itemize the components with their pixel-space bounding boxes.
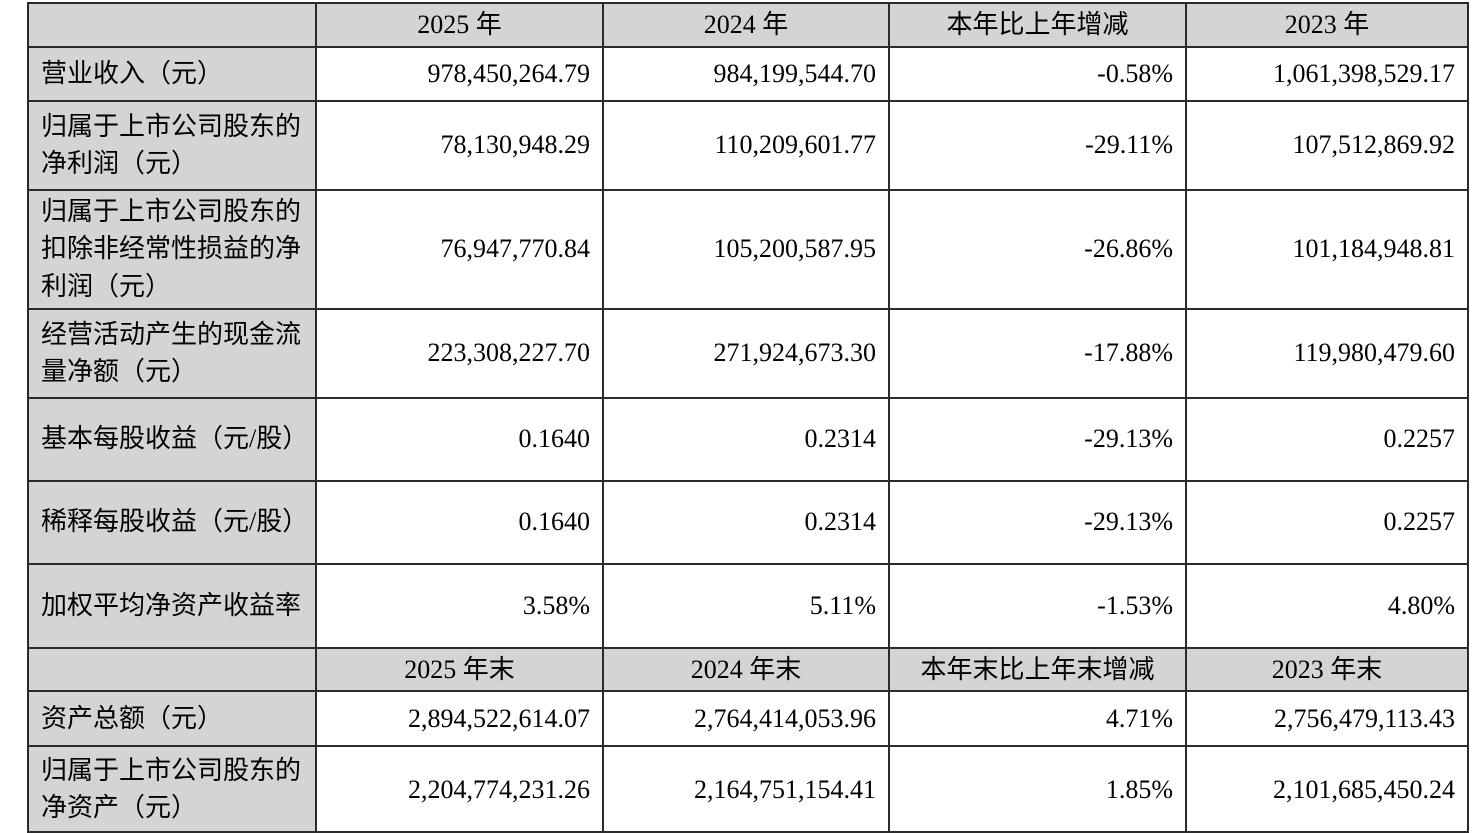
financial-summary-table-container: 2025 年 2024 年 本年比上年增减 2023 年 营业收入（元） 978… <box>27 2 1469 833</box>
subheader-empty-cell <box>27 646 317 693</box>
table-row: 经营活动产生的现金流量净额（元） 223,308,227.70 271,924,… <box>27 307 1469 399</box>
value-2023: 0.2257 <box>1185 479 1469 565</box>
value-2024: 984,199,544.70 <box>602 45 890 102</box>
row-label: 加权平均净资产收益率 <box>27 562 317 649</box>
table-row: 归属于上市公司股东的净资产（元） 2,204,774,231.26 2,164,… <box>27 745 1469 833</box>
value-change: -17.88% <box>888 307 1187 399</box>
value-2024: 2,764,414,053.96 <box>602 690 890 748</box>
value-2023: 107,512,869.92 <box>1185 99 1469 191</box>
value-2023: 119,980,479.60 <box>1185 307 1469 399</box>
value-2023: 4.80% <box>1185 562 1469 649</box>
row-label: 归属于上市公司股东的净利润（元） <box>27 99 317 191</box>
table-row: 归属于上市公司股东的净利润（元） 78,130,948.29 110,209,6… <box>27 99 1469 191</box>
value-2024: 0.2314 <box>602 479 890 565</box>
value-change: 1.85% <box>888 745 1187 833</box>
row-label: 归属于上市公司股东的净资产（元） <box>27 745 317 833</box>
value-change: -29.13% <box>888 479 1187 565</box>
value-2025: 2,204,774,231.26 <box>315 745 604 833</box>
value-2024: 0.2314 <box>602 396 890 482</box>
value-2023: 0.2257 <box>1185 396 1469 482</box>
value-2025: 0.1640 <box>315 479 604 565</box>
table-row: 营业收入（元） 978,450,264.79 984,199,544.70 -0… <box>27 45 1469 102</box>
row-label: 营业收入（元） <box>27 45 317 102</box>
subheader-2024-end: 2024 年末 <box>602 646 890 693</box>
subheader-2023-end: 2023 年末 <box>1185 646 1469 693</box>
header-empty-cell <box>27 2 317 48</box>
table-row: 资产总额（元） 2,894,522,614.07 2,764,414,053.9… <box>27 690 1469 748</box>
subheader-row: 2025 年末 2024 年末 本年末比上年末增减 2023 年末 <box>27 646 1469 693</box>
table-row: 归属于上市公司股东的扣除非经常性损益的净利润（元） 76,947,770.84 … <box>27 188 1469 310</box>
value-2024: 5.11% <box>602 562 890 649</box>
header-2025: 2025 年 <box>315 2 604 48</box>
value-2023: 1,061,398,529.17 <box>1185 45 1469 102</box>
value-2025: 223,308,227.70 <box>315 307 604 399</box>
value-2025: 2,894,522,614.07 <box>315 690 604 748</box>
value-2023: 2,101,685,450.24 <box>1185 745 1469 833</box>
row-label: 基本每股收益（元/股） <box>27 396 317 482</box>
row-label: 经营活动产生的现金流量净额（元） <box>27 307 317 399</box>
financial-summary-table: 2025 年 2024 年 本年比上年增减 2023 年 营业收入（元） 978… <box>27 2 1469 833</box>
subheader-2025-end: 2025 年末 <box>315 646 604 693</box>
row-label: 稀释每股收益（元/股） <box>27 479 317 565</box>
table-row: 稀释每股收益（元/股） 0.1640 0.2314 -29.13% 0.2257 <box>27 479 1469 565</box>
header-2024: 2024 年 <box>602 2 890 48</box>
value-change: -29.13% <box>888 396 1187 482</box>
value-change: -1.53% <box>888 562 1187 649</box>
value-2025: 3.58% <box>315 562 604 649</box>
value-2024: 105,200,587.95 <box>602 188 890 310</box>
value-2024: 271,924,673.30 <box>602 307 890 399</box>
value-2025: 78,130,948.29 <box>315 99 604 191</box>
value-2024: 2,164,751,154.41 <box>602 745 890 833</box>
row-label: 资产总额（元） <box>27 690 317 748</box>
table-row: 基本每股收益（元/股） 0.1640 0.2314 -29.13% 0.2257 <box>27 396 1469 482</box>
value-2025: 978,450,264.79 <box>315 45 604 102</box>
value-change: -26.86% <box>888 188 1187 310</box>
value-2023: 101,184,948.81 <box>1185 188 1469 310</box>
value-2024: 110,209,601.77 <box>602 99 890 191</box>
value-2023: 2,756,479,113.43 <box>1185 690 1469 748</box>
subheader-change: 本年末比上年末增减 <box>888 646 1187 693</box>
value-change: -0.58% <box>888 45 1187 102</box>
row-label: 归属于上市公司股东的扣除非经常性损益的净利润（元） <box>27 188 317 310</box>
header-2023: 2023 年 <box>1185 2 1469 48</box>
value-2025: 76,947,770.84 <box>315 188 604 310</box>
table-row: 加权平均净资产收益率 3.58% 5.11% -1.53% 4.80% <box>27 562 1469 649</box>
value-2025: 0.1640 <box>315 396 604 482</box>
header-change: 本年比上年增减 <box>888 2 1187 48</box>
value-change: 4.71% <box>888 690 1187 748</box>
value-change: -29.11% <box>888 99 1187 191</box>
header-row: 2025 年 2024 年 本年比上年增减 2023 年 <box>27 2 1469 48</box>
